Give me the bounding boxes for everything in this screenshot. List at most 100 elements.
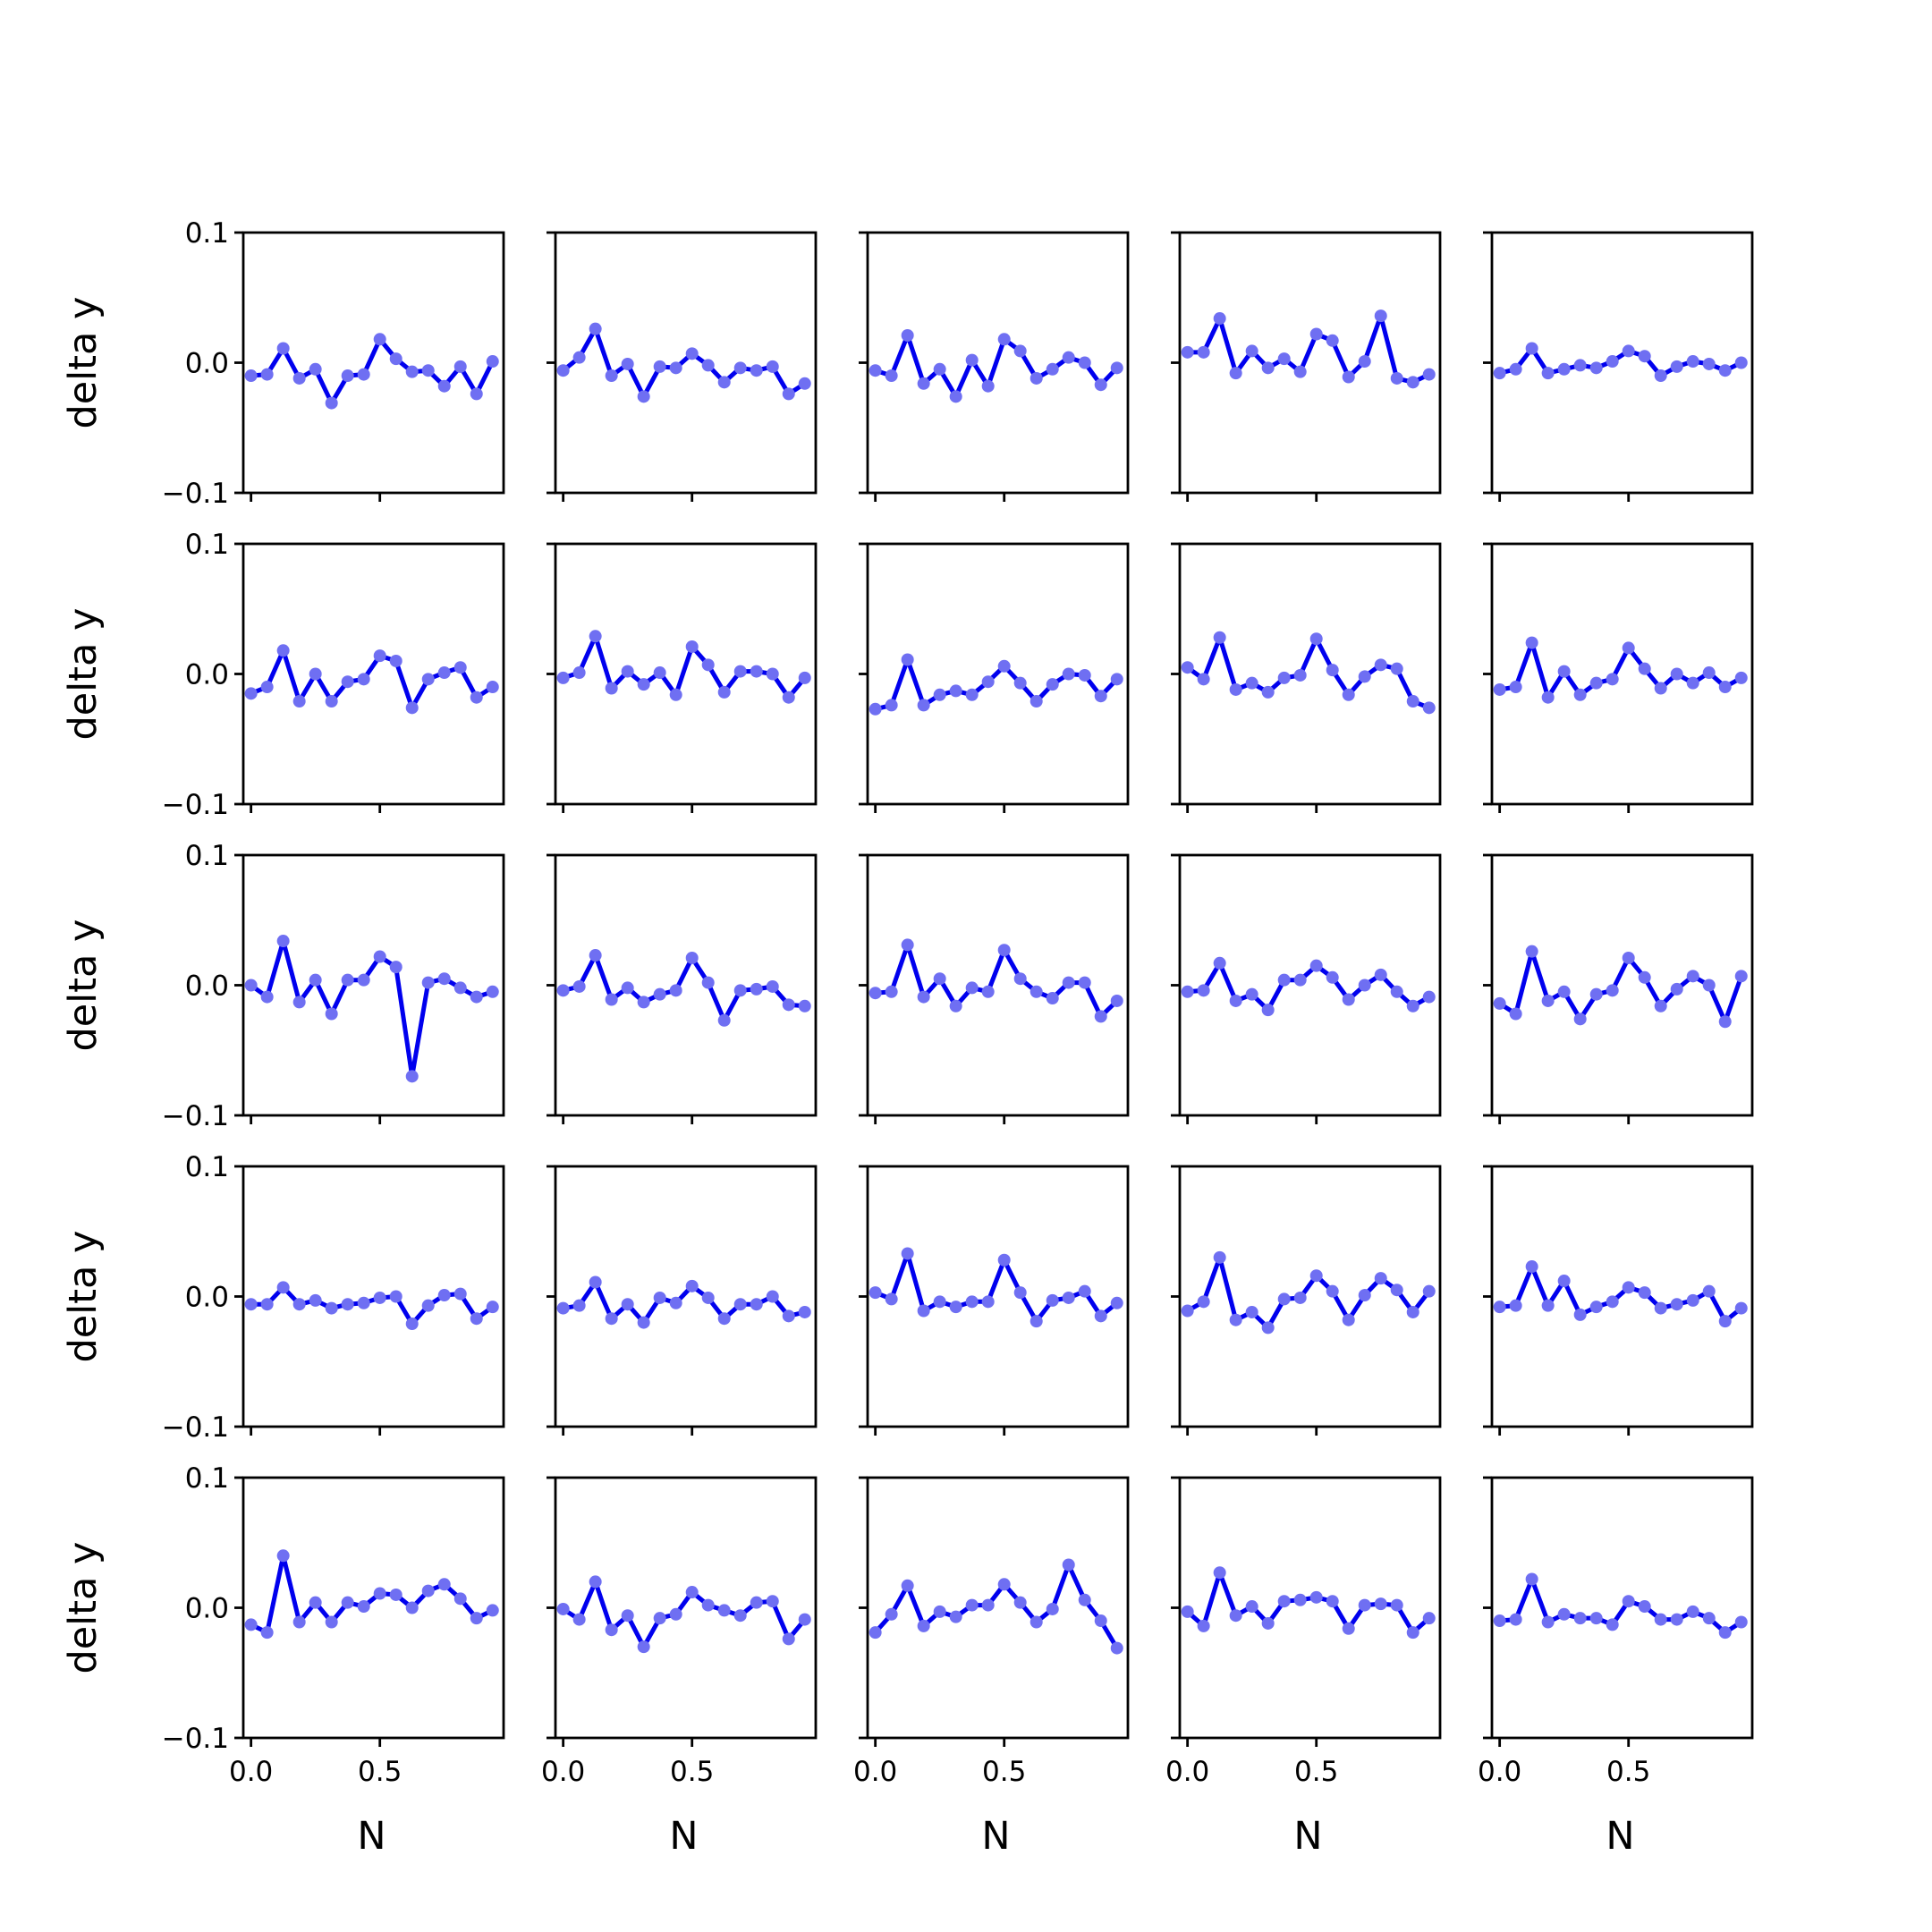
data-point — [453, 1592, 467, 1606]
data-point — [1573, 1612, 1587, 1625]
data-point — [1638, 350, 1651, 363]
data-point — [1702, 1612, 1716, 1625]
data-point — [653, 360, 666, 373]
data-point — [1197, 1295, 1210, 1309]
data-point — [965, 1598, 979, 1612]
data-point — [1078, 668, 1091, 682]
data-point — [733, 361, 747, 375]
data-point — [621, 1298, 634, 1311]
data-point — [556, 671, 570, 684]
panel-3-2-series-line — [561, 953, 808, 1023]
panel-4-2-series-line — [561, 1280, 808, 1326]
data-point — [453, 981, 467, 995]
data-point — [621, 357, 634, 370]
data-point — [1013, 1286, 1027, 1300]
data-point — [1213, 1250, 1226, 1264]
data-point — [901, 938, 914, 952]
y-tick-label: −0.1 — [162, 1100, 229, 1132]
data-point — [949, 390, 962, 403]
panel-4-3-series-line — [873, 1251, 1120, 1324]
data-point — [244, 979, 258, 992]
data-point — [798, 1613, 811, 1626]
panel-3-4-series-line — [1185, 961, 1432, 1013]
data-point — [1277, 671, 1291, 684]
data-point — [1557, 985, 1571, 998]
y-tick-label: 0.1 — [185, 217, 229, 250]
data-point — [260, 990, 274, 1004]
data-point — [1374, 968, 1387, 981]
data-point — [1573, 688, 1587, 701]
data-point — [405, 1070, 419, 1083]
data-point — [637, 1640, 650, 1654]
data-point — [1734, 1301, 1748, 1315]
data-point — [1734, 356, 1748, 369]
data-point — [653, 666, 666, 680]
data-point — [1686, 676, 1699, 690]
data-point — [981, 985, 995, 998]
data-point — [1358, 670, 1371, 683]
data-point — [1638, 662, 1651, 675]
data-point — [276, 1549, 290, 1563]
data-point — [1229, 994, 1242, 1007]
data-point — [1030, 985, 1043, 998]
data-point — [949, 1610, 962, 1623]
y-axis-label: delta y — [61, 1230, 106, 1362]
data-point — [1541, 367, 1555, 380]
data-point — [325, 396, 338, 410]
panel-2-1-series-line — [249, 648, 496, 710]
data-point — [917, 1304, 930, 1318]
data-point — [1686, 355, 1699, 369]
data-point — [1557, 665, 1571, 678]
data-point — [637, 678, 650, 691]
data-point — [1326, 334, 1339, 347]
data-point — [869, 364, 882, 377]
data-point — [1718, 1015, 1732, 1029]
data-point — [933, 972, 946, 986]
data-point — [949, 999, 962, 1013]
data-point — [605, 682, 618, 695]
data-point — [1046, 362, 1059, 376]
data-point — [405, 1601, 419, 1614]
data-point — [453, 661, 467, 674]
data-point — [669, 688, 682, 701]
data-point — [1197, 984, 1210, 997]
data-point — [470, 1612, 483, 1625]
data-point — [1358, 1598, 1371, 1612]
data-point — [1374, 1597, 1387, 1611]
data-point — [1293, 1593, 1307, 1606]
data-point — [750, 364, 763, 377]
data-point — [1589, 1301, 1603, 1314]
data-point — [1358, 1289, 1371, 1302]
panel-1-5-series-line — [1497, 346, 1744, 378]
data-point — [1606, 1618, 1619, 1631]
data-point — [605, 1312, 618, 1326]
data-point — [766, 1290, 779, 1303]
data-point — [1261, 685, 1275, 699]
data-point — [733, 665, 747, 678]
data-point — [669, 984, 682, 997]
data-point — [1589, 987, 1603, 1001]
data-point — [405, 701, 419, 715]
data-point — [389, 961, 402, 974]
data-point — [1245, 344, 1258, 358]
data-point — [1525, 1260, 1538, 1274]
data-point — [1326, 970, 1339, 984]
data-point — [669, 1296, 682, 1309]
data-point — [1406, 376, 1419, 389]
data-point — [244, 1298, 258, 1311]
data-point — [901, 1579, 914, 1592]
data-point — [1606, 1295, 1619, 1309]
panel-5-3-series-line — [873, 1563, 1120, 1651]
data-point — [1342, 688, 1355, 701]
data-point — [437, 379, 451, 393]
data-point — [917, 990, 930, 1004]
data-point — [869, 702, 882, 716]
data-point — [1245, 987, 1258, 1001]
data-point — [1541, 1299, 1555, 1312]
data-point — [1622, 951, 1635, 964]
data-point — [325, 695, 338, 708]
data-point — [1509, 362, 1522, 376]
data-point — [782, 998, 795, 1012]
data-point — [341, 675, 354, 689]
data-point — [685, 640, 699, 653]
